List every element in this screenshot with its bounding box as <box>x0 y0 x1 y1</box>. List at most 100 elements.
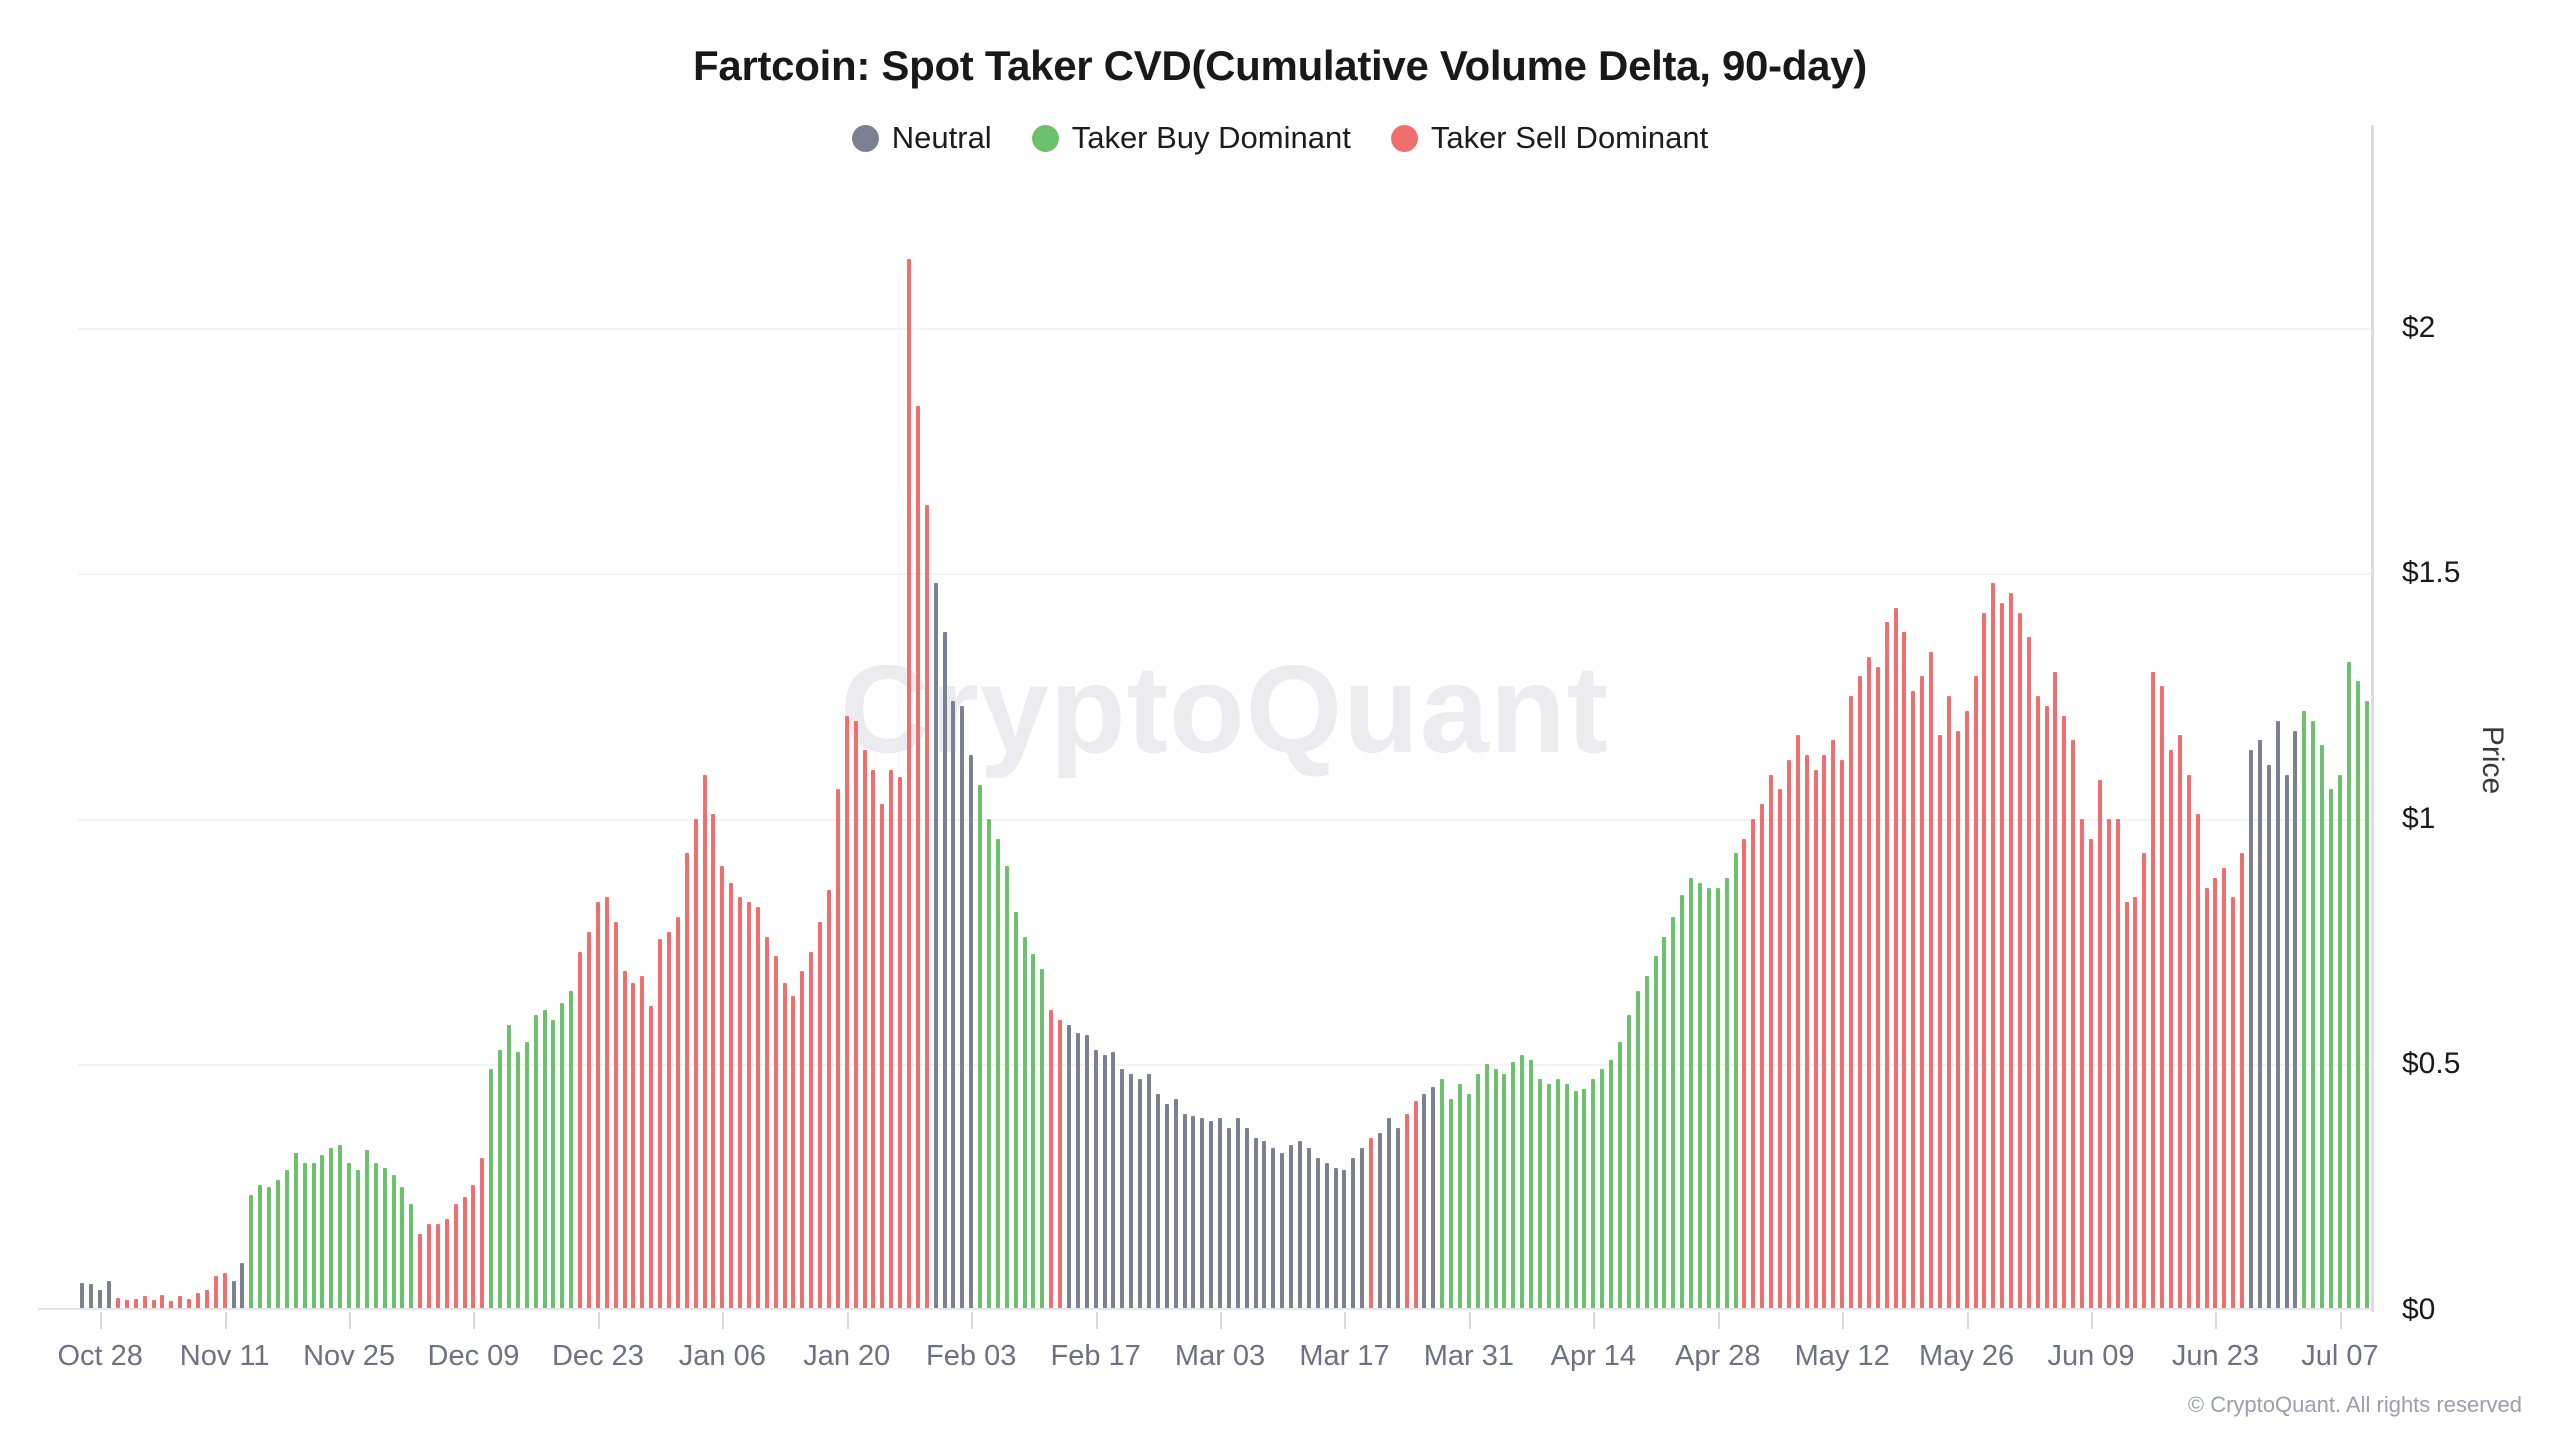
bar[interactable] <box>1653 956 1658 1310</box>
bar[interactable] <box>2293 730 2298 1310</box>
bar[interactable] <box>1289 1145 1294 1310</box>
bar[interactable] <box>1129 1074 1134 1310</box>
bar[interactable] <box>391 1174 396 1310</box>
bar[interactable] <box>1884 622 1889 1310</box>
bar[interactable] <box>80 1283 85 1310</box>
bar[interactable] <box>720 865 725 1310</box>
bar[interactable] <box>942 632 947 1310</box>
bar[interactable] <box>764 936 769 1310</box>
bar[interactable] <box>1511 1062 1516 1310</box>
bar[interactable] <box>2177 735 2182 1310</box>
bar[interactable] <box>151 1300 156 1310</box>
bar[interactable] <box>782 983 787 1310</box>
bar[interactable] <box>827 890 831 1310</box>
bar[interactable] <box>409 1204 414 1310</box>
bar[interactable] <box>1200 1118 1205 1310</box>
bar[interactable] <box>2142 853 2147 1310</box>
bar[interactable] <box>187 1299 192 1310</box>
bar[interactable] <box>338 1145 343 1310</box>
bar[interactable] <box>329 1147 334 1310</box>
bar[interactable] <box>1164 1103 1169 1310</box>
bar[interactable] <box>702 774 707 1310</box>
bar[interactable] <box>1697 882 1702 1310</box>
bar[interactable] <box>1555 1079 1560 1310</box>
bar[interactable] <box>373 1162 378 1310</box>
bar[interactable] <box>258 1184 263 1310</box>
bar[interactable] <box>2044 705 2049 1310</box>
bar[interactable] <box>427 1224 432 1310</box>
bar[interactable] <box>1351 1157 1356 1310</box>
bar[interactable] <box>2213 877 2218 1310</box>
bar[interactable] <box>160 1295 165 1310</box>
bar[interactable] <box>2160 686 2165 1310</box>
bar[interactable] <box>1493 1069 1498 1310</box>
bar[interactable] <box>542 1010 547 1310</box>
bar[interactable] <box>2240 853 2245 1310</box>
bar[interactable] <box>587 931 592 1310</box>
bar[interactable] <box>569 990 574 1310</box>
bar[interactable] <box>1146 1074 1151 1310</box>
bar[interactable] <box>675 917 680 1310</box>
bar[interactable] <box>444 1219 449 1310</box>
bar[interactable] <box>2257 740 2262 1310</box>
bar[interactable] <box>1031 953 1036 1310</box>
bar[interactable] <box>969 755 974 1310</box>
bar[interactable] <box>284 1170 289 1310</box>
legend-item-taker-sell-dominant[interactable]: Taker Sell Dominant <box>1390 120 1708 156</box>
bar[interactable] <box>1689 877 1694 1310</box>
bar[interactable] <box>2320 745 2325 1310</box>
bar[interactable] <box>204 1290 209 1310</box>
bar[interactable] <box>951 701 956 1310</box>
bar[interactable] <box>1386 1118 1391 1310</box>
bar[interactable] <box>195 1292 200 1310</box>
bar[interactable] <box>1049 1010 1054 1310</box>
bar[interactable] <box>222 1273 227 1310</box>
bar[interactable] <box>1617 1042 1622 1310</box>
bar[interactable] <box>649 1005 654 1310</box>
bar[interactable] <box>2009 592 2014 1310</box>
bar[interactable] <box>2089 838 2094 1310</box>
bar[interactable] <box>1831 740 1836 1310</box>
bar[interactable] <box>1840 759 1845 1310</box>
bar[interactable] <box>1786 759 1791 1310</box>
bar[interactable] <box>1120 1069 1125 1310</box>
bar[interactable] <box>1298 1140 1303 1310</box>
bar[interactable] <box>1609 1059 1614 1310</box>
bar[interactable] <box>658 939 663 1310</box>
bar[interactable] <box>1458 1084 1463 1310</box>
bar[interactable] <box>560 1003 565 1310</box>
bar[interactable] <box>1769 774 1774 1310</box>
bar[interactable] <box>2080 818 2085 1310</box>
bar[interactable] <box>915 406 920 1310</box>
bar[interactable] <box>249 1194 254 1310</box>
bar[interactable] <box>622 971 627 1310</box>
bar[interactable] <box>1475 1074 1480 1310</box>
bar[interactable] <box>471 1184 476 1310</box>
bar[interactable] <box>1235 1118 1240 1310</box>
bar[interactable] <box>551 1020 556 1310</box>
bar[interactable] <box>1271 1147 1276 1310</box>
bar[interactable] <box>1209 1120 1214 1310</box>
bar[interactable] <box>853 720 858 1310</box>
bar[interactable] <box>1449 1098 1454 1310</box>
bar[interactable] <box>2284 774 2289 1310</box>
bar[interactable] <box>2311 720 2316 1310</box>
bar[interactable] <box>435 1224 440 1310</box>
bar[interactable] <box>1431 1086 1436 1310</box>
bar[interactable] <box>1066 1025 1071 1310</box>
bar[interactable] <box>213 1275 218 1310</box>
bar[interactable] <box>2169 750 2174 1310</box>
bar[interactable] <box>2035 696 2040 1310</box>
bar[interactable] <box>1582 1089 1587 1310</box>
bar[interactable] <box>1378 1133 1383 1310</box>
bar[interactable] <box>1102 1054 1107 1310</box>
bar[interactable] <box>453 1204 458 1310</box>
bar[interactable] <box>2275 720 2280 1310</box>
bar[interactable] <box>1040 968 1045 1310</box>
bar[interactable] <box>578 951 583 1310</box>
bar[interactable] <box>311 1162 316 1310</box>
bar[interactable] <box>275 1179 280 1310</box>
bar[interactable] <box>640 976 645 1310</box>
bar[interactable] <box>595 902 600 1310</box>
bar[interactable] <box>1964 710 1969 1310</box>
